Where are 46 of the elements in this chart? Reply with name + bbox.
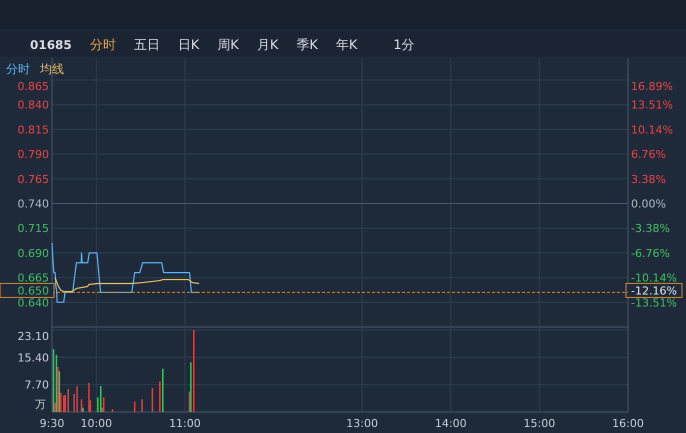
y2-tick-label: -13.51% <box>631 296 677 310</box>
y2-tick-label: 6.76% <box>631 148 666 162</box>
ref-line-label: 0.650 <box>18 284 49 298</box>
y2-tick-label: 3.38% <box>631 172 666 186</box>
y-tick-label: 0.690 <box>18 246 49 260</box>
text: 01685 <box>30 38 72 52</box>
y-tick-label: 0.715 <box>18 222 49 236</box>
y-tick-label: 0.765 <box>18 172 49 186</box>
y-axis-title: 万 <box>35 398 46 411</box>
y2-tick-label: -3.38% <box>631 222 670 236</box>
y-tick-label: 0.790 <box>18 148 49 162</box>
y2-tick-label: 13.51% <box>631 98 673 112</box>
text: 分时 <box>6 62 30 76</box>
y-tick-label: 0.665 <box>18 272 49 285</box>
y2-tick-label: 16.89% <box>631 80 673 93</box>
text: 日K <box>178 38 200 53</box>
text: 月K <box>256 38 279 53</box>
y2-tick-label: -12.16% <box>631 284 677 298</box>
y-tick-label: 0.640 <box>18 296 49 310</box>
text: 五日 <box>134 38 160 53</box>
x-tick-label: 16:00 <box>612 417 644 430</box>
y-tick-label: 0.840 <box>18 98 49 112</box>
text: 均线 <box>39 62 64 76</box>
y2-tick-label: 0.00% <box>631 198 666 210</box>
x-tick-label: 10:00 <box>80 417 112 430</box>
y2-tick-label: 10.14% <box>631 123 673 136</box>
text: 年K <box>336 38 358 53</box>
y-tick-label: 0.865 <box>18 80 49 93</box>
y-tick-label: 0.740 <box>18 198 49 210</box>
text: 1分 <box>393 38 415 53</box>
x-tick-label: 15:00 <box>524 417 556 430</box>
text: 分时 <box>90 38 116 53</box>
x-tick-label: 13:00 <box>346 417 378 430</box>
x-tick-label: 14:00 <box>434 417 467 430</box>
y2-tick-label: -10.14% <box>631 272 677 285</box>
x-tick-label: 11:00 <box>169 417 201 430</box>
text: 季K <box>296 38 318 53</box>
y-tick-label: 15.40 <box>18 351 49 364</box>
y2-tick-label: -6.76% <box>631 246 670 260</box>
text: 周K <box>217 38 240 53</box>
y-tick-label: 0.815 <box>18 123 49 136</box>
line-series <box>54 277 200 292</box>
x-tick-label: 9:30 <box>40 417 64 430</box>
y-tick-label: 23.10 <box>18 330 49 343</box>
line-series <box>51 242 200 303</box>
y-tick-label: 7.70 <box>24 378 49 392</box>
